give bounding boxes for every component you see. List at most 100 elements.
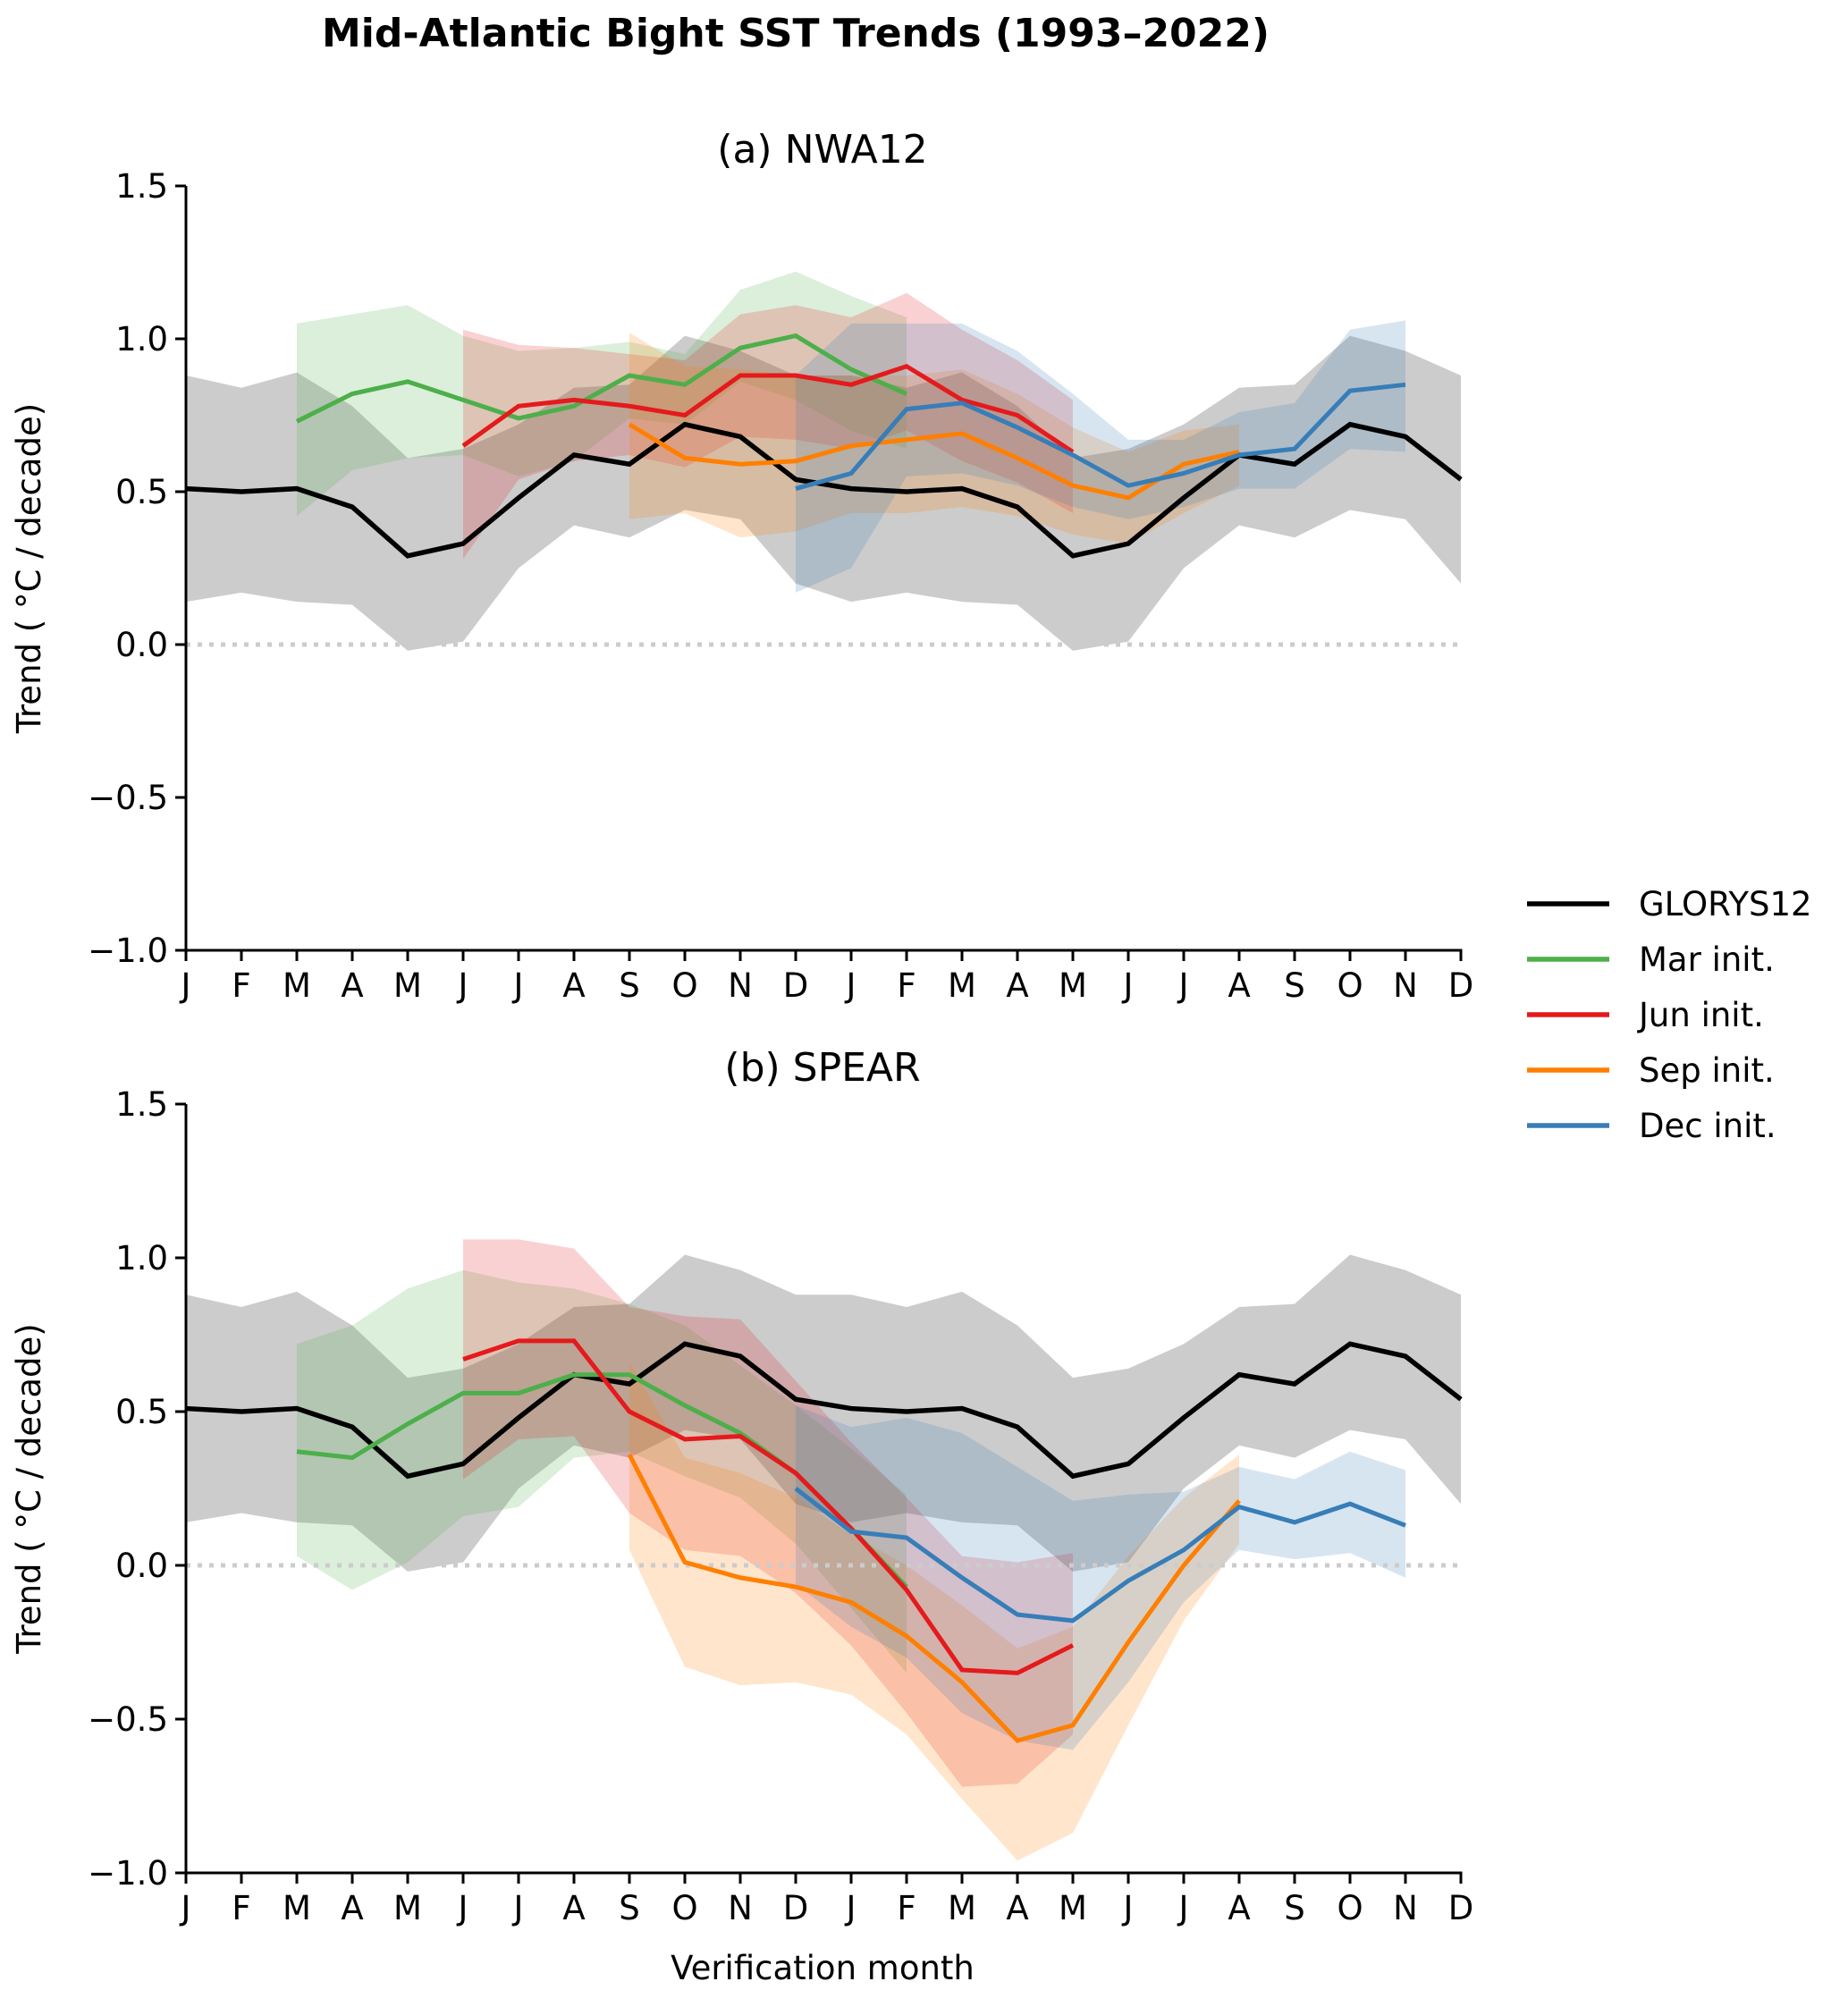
x-tick-label: N: [728, 1889, 753, 1927]
x-tick-label: A: [1228, 1889, 1250, 1927]
legend-label: Mar init.: [1639, 940, 1775, 979]
y-tick-label: 0.0: [115, 626, 168, 664]
x-tick-label: M: [1059, 1889, 1087, 1927]
band-mar-init: [297, 271, 907, 517]
series-line-glorys12: [185, 1341, 1463, 1480]
x-tick-label: M: [393, 1889, 422, 1927]
x-tick-label: N: [1393, 966, 1418, 1005]
series-line-jun-init: [462, 1338, 1075, 1675]
panel-a-title: (a) NWA12: [717, 127, 927, 173]
band-glorys12: [186, 1254, 1461, 1572]
x-tick-label: J: [180, 966, 191, 1005]
band-sep-init: [629, 1362, 1239, 1861]
panel-a-axes: −1.0−0.50.00.51.01.5J F M A M J J A S O N D J F M A M J J A…: [88, 167, 1473, 1005]
x-tick-label: N: [728, 966, 753, 1005]
y-tick-label: 0.5: [115, 1393, 168, 1431]
panel-b-axes: −1.0−0.50.00.51.01.5J F M A M J J A S O N D J F M A M J J A…: [88, 1085, 1473, 1927]
panel-a-y-axis-label: Trend ( °C / decade): [10, 403, 48, 735]
x-tick-label: A: [341, 966, 363, 1005]
band-dec-init: [796, 320, 1405, 593]
x-tick-label: J: [1177, 966, 1189, 1005]
panel-b-lines: [185, 1338, 1463, 1743]
x-tick-label: F: [897, 966, 916, 1005]
series-line-jun-init: [461, 364, 1075, 454]
band-glorys12: [186, 335, 1461, 651]
x-tick-label: A: [562, 1889, 585, 1927]
x-tick-label: S: [619, 1889, 640, 1927]
x-tick-label: D: [1448, 966, 1474, 1005]
x-tick-label: O: [1337, 966, 1363, 1005]
x-tick-label: M: [1059, 966, 1087, 1005]
legend-item: GLORYS12: [1527, 885, 1812, 923]
x-tick-label: J: [457, 966, 468, 1005]
x-tick-label: J: [1177, 1889, 1189, 1927]
x-tick-label: J: [845, 966, 856, 1005]
panel-a-lines: [185, 333, 1463, 559]
y-tick-label: 1.0: [115, 320, 168, 358]
y-tick-label: 1.0: [115, 1239, 168, 1277]
x-tick-label: F: [897, 1889, 916, 1927]
y-tick-label: 1.5: [115, 1085, 168, 1124]
x-tick-label: J: [457, 1889, 468, 1927]
series-line-sep-init: [628, 422, 1240, 501]
panel-b-y-axis-label: Trend ( °C / decade): [10, 1323, 48, 1655]
band-mar-init: [297, 1269, 907, 1674]
panel-b-title: (b) SPEAR: [724, 1045, 920, 1091]
x-tick-label: J: [180, 1889, 191, 1927]
x-tick-label: F: [232, 1889, 250, 1927]
panel-a: (a) NWA12 −1.0−0.50.00.51.01.5J F M A M J J A S O…: [10, 127, 1473, 1005]
legend-label: Jun init.: [1637, 996, 1764, 1034]
series-line-dec-init: [795, 382, 1406, 491]
y-tick-label: 0.0: [115, 1547, 168, 1585]
x-tick-label: A: [1006, 1889, 1028, 1927]
panel-a-bands: [186, 271, 1461, 651]
panel-b: (b) SPEAR −1.0−0.50.00.51.01.5J F M A M J J A S O…: [10, 1045, 1473, 1987]
x-tick-label: J: [1122, 966, 1134, 1005]
y-tick-label: 0.5: [115, 473, 168, 511]
x-tick-label: F: [232, 966, 250, 1005]
legend-label: GLORYS12: [1639, 885, 1812, 923]
x-tick-label: S: [1284, 1889, 1305, 1927]
x-tick-label: A: [1006, 966, 1028, 1005]
series-line-sep-init: [627, 1454, 1241, 1743]
x-tick-label: O: [671, 1889, 697, 1927]
band-jun-init: [463, 292, 1073, 560]
legend-item: Sep init.: [1527, 1051, 1775, 1090]
x-tick-label: A: [562, 966, 585, 1005]
legend-item: Mar init.: [1527, 940, 1775, 979]
x-tick-label: J: [512, 966, 524, 1005]
x-tick-label: N: [1393, 1889, 1418, 1927]
x-tick-label: M: [393, 966, 422, 1005]
x-tick-label: A: [341, 1889, 363, 1927]
x-axis-label: Verification month: [671, 1949, 975, 1987]
x-tick-label: D: [783, 1889, 809, 1927]
x-tick-label: J: [512, 1889, 524, 1927]
y-tick-label: −1.0: [88, 1854, 168, 1893]
x-tick-label: M: [283, 966, 311, 1005]
x-tick-label: J: [1122, 1889, 1134, 1927]
panel-b-bands: [186, 1239, 1461, 1861]
x-tick-label: D: [783, 966, 809, 1005]
x-tick-label: O: [671, 966, 697, 1005]
x-tick-label: M: [283, 1889, 311, 1927]
x-tick-label: J: [845, 1889, 856, 1927]
y-tick-label: 1.5: [115, 167, 168, 206]
band-dec-init: [796, 1405, 1405, 1750]
legend-label: Dec init.: [1639, 1107, 1776, 1145]
x-tick-label: S: [1284, 966, 1305, 1005]
series-line-mar-init: [295, 333, 908, 424]
legend-item: Jun init.: [1527, 996, 1764, 1034]
figure-title: Mid-Atlantic Bight SST Trends (1993–2022…: [322, 11, 1270, 56]
y-tick-label: −0.5: [88, 1700, 168, 1739]
x-tick-label: S: [619, 966, 640, 1005]
x-tick-label: D: [1448, 1889, 1474, 1927]
legend: GLORYS12 Mar init. Jun init. Sep init. Dec i…: [1527, 885, 1812, 1145]
x-tick-label: O: [1337, 1889, 1363, 1927]
legend-label: Sep init.: [1639, 1051, 1775, 1090]
x-tick-label: M: [948, 966, 976, 1005]
legend-item: Dec init.: [1527, 1107, 1776, 1145]
x-tick-label: M: [948, 1889, 976, 1927]
series-line-glorys12: [185, 421, 1463, 559]
series-line-dec-init: [794, 1487, 1406, 1623]
